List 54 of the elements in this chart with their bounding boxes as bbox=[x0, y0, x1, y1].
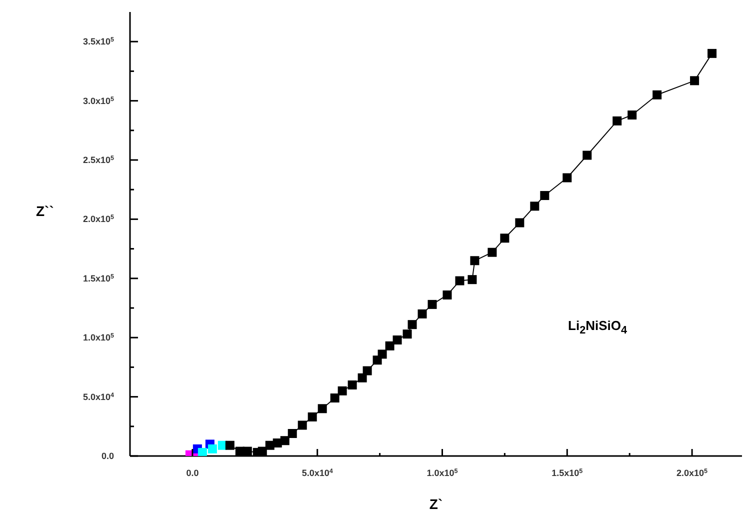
y-tick-label: 1.5x10$^{5}$ bbox=[82, 272, 114, 284]
point bbox=[385, 341, 394, 350]
point bbox=[280, 436, 290, 446]
point bbox=[298, 420, 307, 430]
point bbox=[308, 412, 317, 422]
x-axis-title: Z` bbox=[429, 496, 443, 512]
y-axis-title: Z`` bbox=[36, 203, 54, 220]
y-tick-label: 2.0x10$^{5}$ bbox=[82, 214, 114, 224]
point bbox=[582, 150, 592, 160]
y-tick-label: 3.0x10$^{5}$ bbox=[82, 95, 114, 106]
point bbox=[515, 218, 524, 228]
point bbox=[338, 386, 347, 396]
point bbox=[470, 256, 480, 266]
x-tick-label: 2.0x10$^{5}$ bbox=[676, 468, 708, 478]
point bbox=[330, 393, 340, 402]
point bbox=[500, 234, 510, 243]
x-tick-label: 1.0x10$^{5}$ bbox=[426, 468, 458, 478]
annotation: Li$_{2}$NiSiO$_{4}$ bbox=[568, 318, 628, 337]
point bbox=[468, 275, 477, 284]
point bbox=[402, 330, 412, 339]
point bbox=[488, 248, 497, 257]
point bbox=[540, 191, 550, 200]
y-tick-label: 3.5x10$^{5}$ bbox=[82, 36, 114, 47]
x-tick-label: 5.0x10$^{4}$ bbox=[302, 468, 334, 478]
point bbox=[258, 446, 267, 456]
point bbox=[318, 404, 327, 414]
point bbox=[652, 90, 662, 100]
point bbox=[362, 366, 372, 376]
point bbox=[708, 48, 717, 58]
point bbox=[378, 350, 387, 359]
point bbox=[348, 380, 357, 390]
point bbox=[242, 446, 252, 456]
point bbox=[628, 110, 637, 120]
point bbox=[288, 429, 297, 438]
y-tick-label: 5.0x10$^{4}$ bbox=[82, 391, 114, 402]
point bbox=[455, 276, 464, 286]
y-tick-label: 1.0x10$^{5}$ bbox=[82, 332, 114, 343]
point bbox=[358, 373, 367, 382]
point bbox=[530, 202, 540, 211]
point bbox=[612, 116, 622, 126]
point bbox=[208, 444, 217, 454]
point bbox=[442, 290, 452, 300]
point bbox=[562, 173, 572, 182]
x-tick-label: 1.5x10$^{5}$ bbox=[552, 468, 584, 478]
x-tick-label: 0.0 bbox=[186, 468, 199, 478]
point bbox=[418, 309, 427, 318]
point bbox=[408, 320, 417, 330]
y-tick-label: 2.5x10$^{5}$ bbox=[82, 154, 114, 165]
point bbox=[428, 300, 437, 309]
point bbox=[690, 76, 700, 86]
point bbox=[198, 448, 207, 456]
point bbox=[392, 335, 402, 344]
point bbox=[225, 440, 234, 450]
y-tick-label: 0.0 bbox=[101, 451, 114, 461]
